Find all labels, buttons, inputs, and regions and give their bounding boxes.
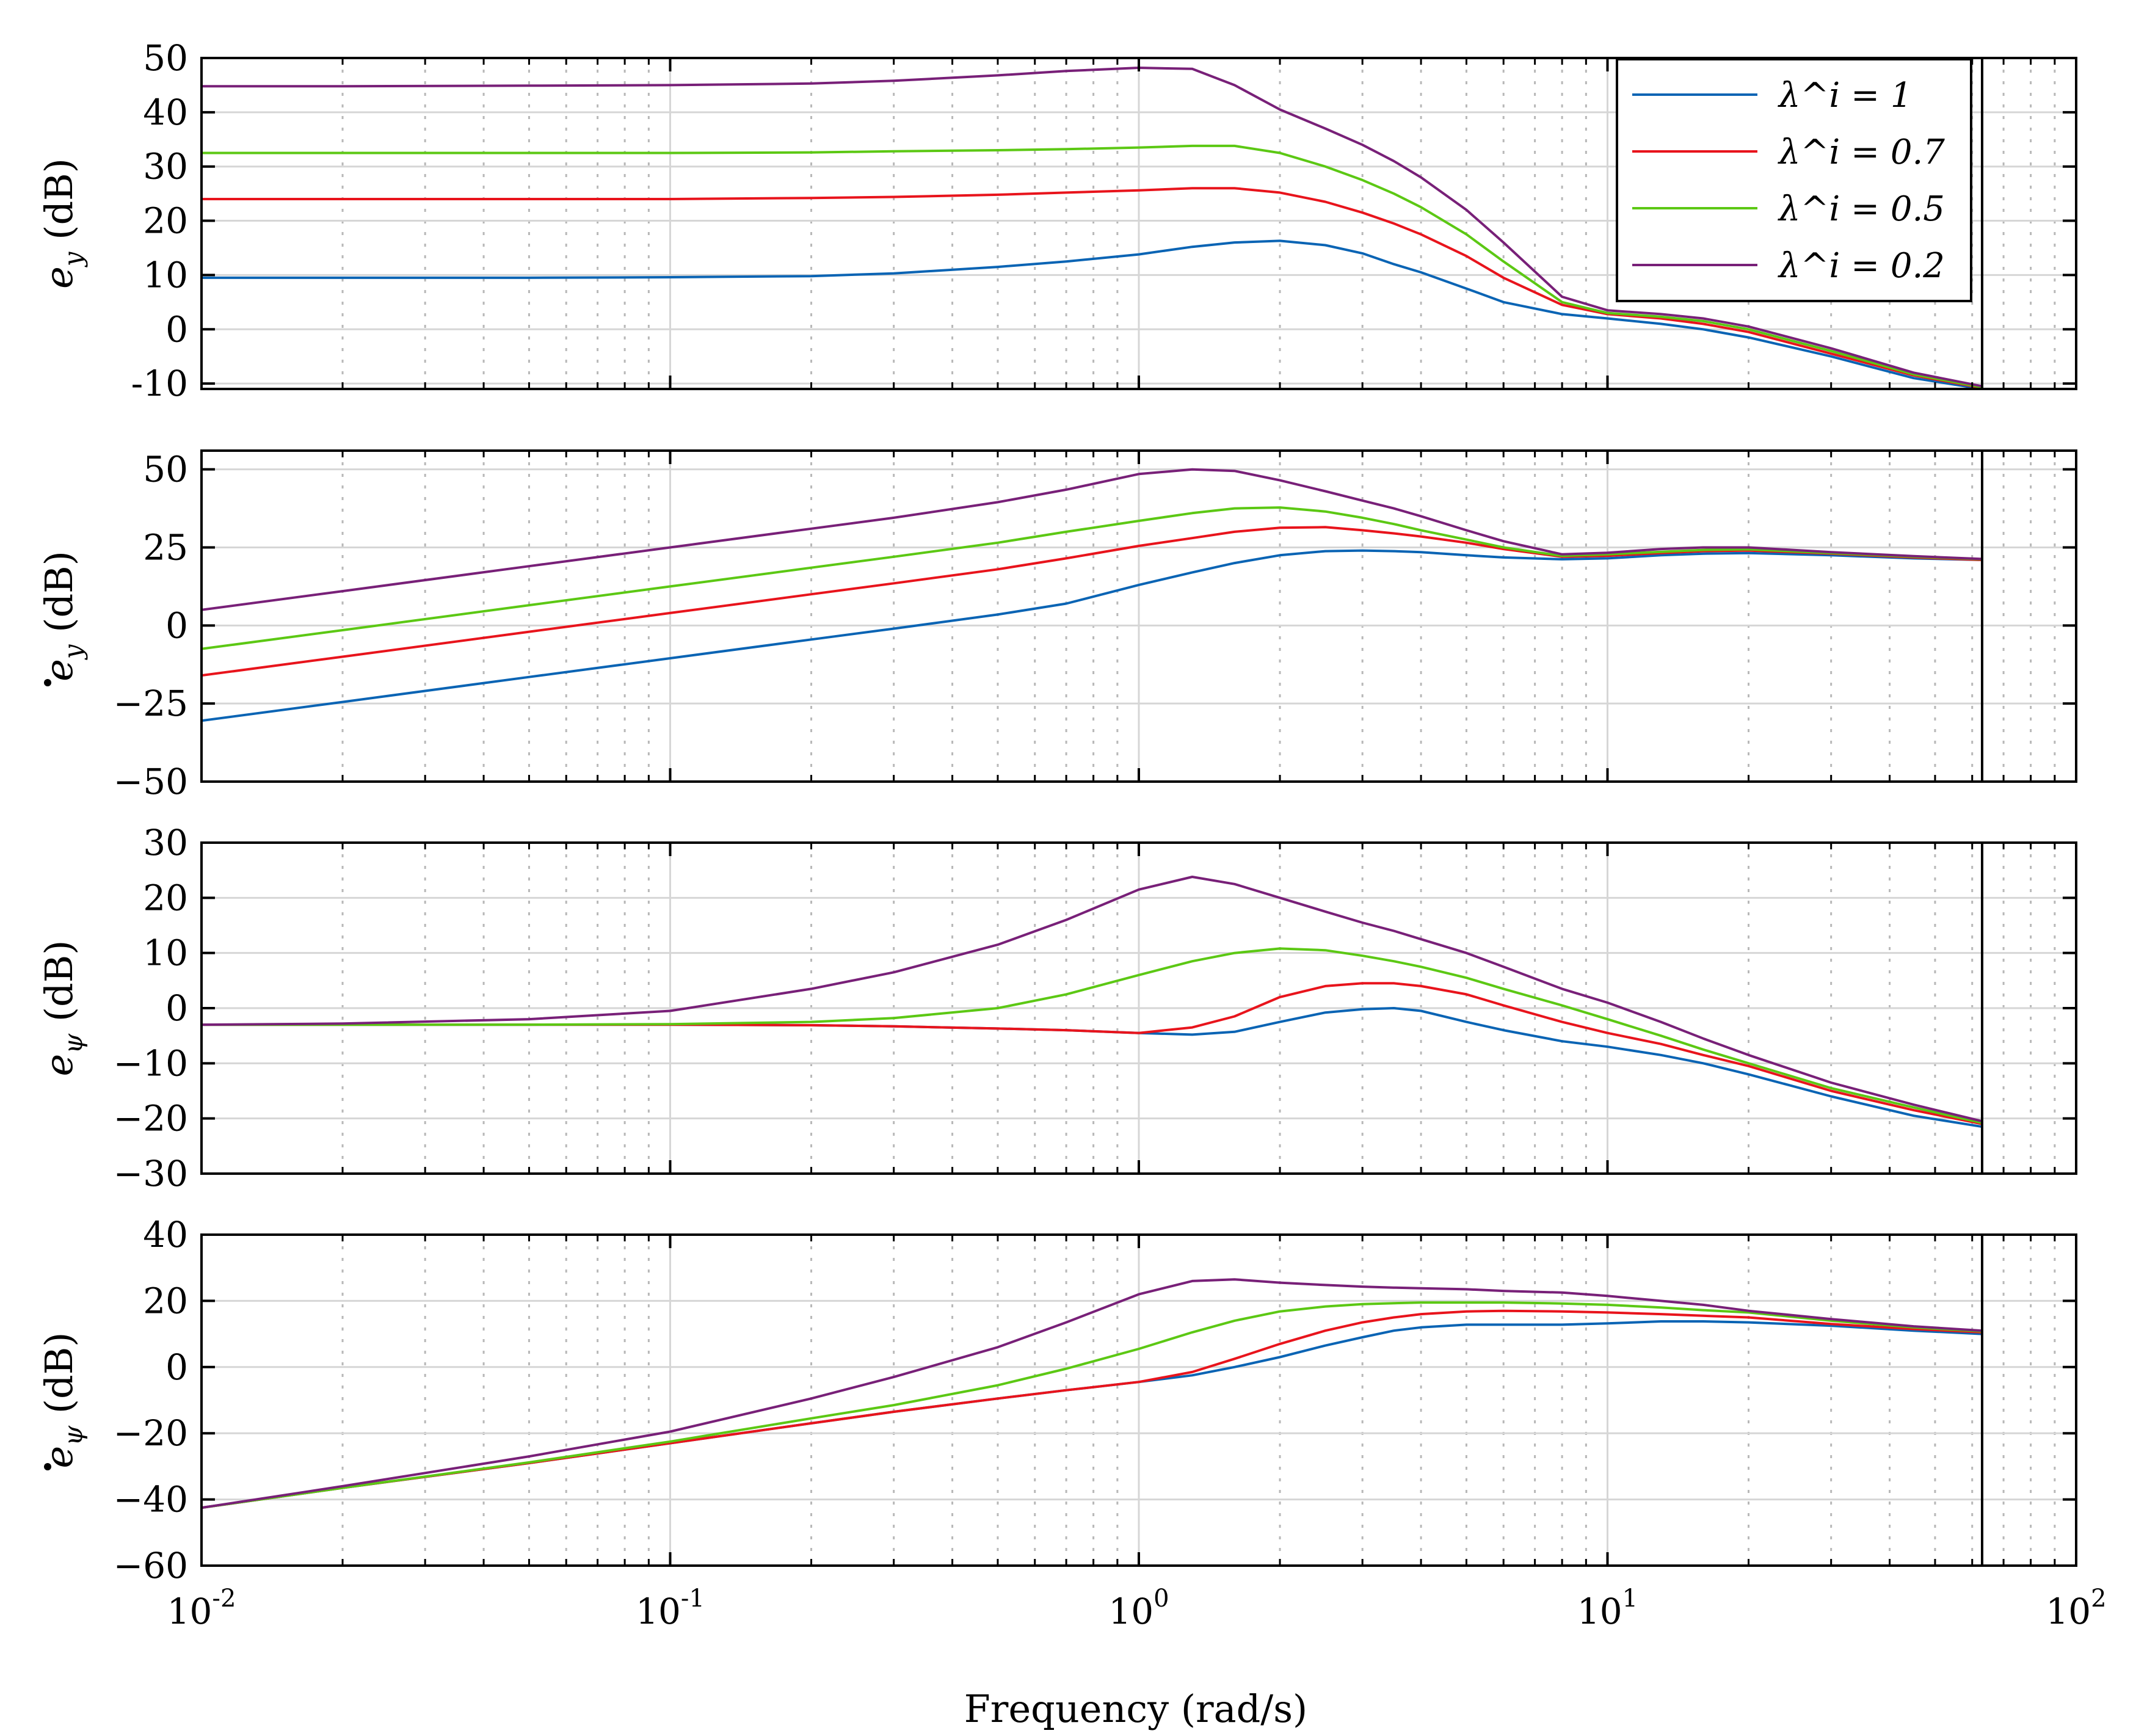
series-line: [202, 982, 1983, 1125]
y-tick-label: 40: [143, 92, 188, 133]
panel-2: −50 −25 0 25 50 ey (dB): [37, 449, 2077, 802]
y-tick-label: 10: [143, 254, 188, 296]
derivative-dot: [44, 679, 51, 686]
legend-label: λ^i = 0.2: [1778, 246, 1945, 286]
series-group: [202, 1278, 1983, 1509]
series-line: [202, 187, 1983, 389]
y-tick-label: −10: [114, 1042, 188, 1084]
legend-label: λ^i = 1: [1778, 76, 1912, 115]
panel-3: −30 −20 −10 0 10 20 30 eψ (dB): [37, 822, 2077, 1194]
y-tick-label: −30: [114, 1153, 188, 1194]
y-axis-label: ey (dB): [37, 551, 88, 681]
series-line: [202, 876, 1983, 1123]
y-tick-label: −20: [114, 1412, 188, 1454]
series-group: [202, 67, 1983, 389]
x-tick-label: 10-1: [636, 1585, 705, 1632]
y-tick-label: −60: [114, 1545, 188, 1586]
series-line: [202, 67, 1983, 388]
derivative-dot: [44, 1463, 51, 1470]
x-tick-label: 102: [2046, 1585, 2106, 1632]
y-tick-label: −50: [114, 761, 188, 802]
series-line: [202, 1309, 1983, 1509]
y-tick-label: 40: [143, 1214, 188, 1255]
y-axis-label: ey (dB): [37, 158, 88, 289]
legend-label: λ^i = 0.7: [1778, 133, 1945, 172]
panel-4: −60 −40 −20 0 20 40 eψ (dB) 10-2 10-1 100 101 102: [37, 1214, 2107, 1632]
y-tick-label: −40: [114, 1479, 188, 1520]
x-tick-label: 10-2: [167, 1585, 236, 1632]
y-tick-label: −25: [114, 683, 188, 724]
y-tick-label: 10: [143, 932, 188, 974]
series-group: [202, 468, 1983, 722]
series-line: [202, 947, 1983, 1124]
y-tick-label: 50: [143, 449, 188, 490]
y-tick-label: 0: [165, 1346, 188, 1388]
series-line: [202, 1301, 1983, 1509]
y-tick-label: 30: [143, 822, 188, 863]
y-tick-label: 20: [143, 1280, 188, 1321]
y-tick-label: 25: [143, 527, 188, 568]
x-axis-label: Frequency (rad/s): [964, 1687, 1307, 1731]
series-line: [202, 549, 1983, 722]
x-tick-label: 101: [1577, 1585, 1638, 1632]
legend: λ^i = 1 λ^i = 0.7 λ^i = 0.5 λ^i = 0.2: [1616, 58, 1972, 302]
y-tick-label: 30: [143, 146, 188, 187]
series-line: [202, 468, 1983, 611]
y-tick-label: 0: [165, 308, 188, 350]
y-axis-label: eψ (dB): [37, 940, 88, 1077]
series-line: [202, 506, 1983, 650]
y-tick-label: 0: [165, 605, 188, 646]
y-tick-label: 50: [143, 37, 188, 79]
series-line: [202, 144, 1983, 389]
y-tick-label: −20: [114, 1098, 188, 1139]
y-tick-label: 20: [143, 200, 188, 242]
series-line: [202, 1278, 1983, 1509]
y-tick-label: -10: [131, 363, 188, 404]
y-tick-label: 20: [143, 877, 188, 918]
legend-box: [1616, 58, 1972, 302]
series-group: [202, 876, 1983, 1128]
x-tick-label: 100: [1108, 1585, 1169, 1632]
series-line: [202, 239, 1983, 389]
y-axis-label: eψ (dB): [37, 1332, 88, 1469]
y-tick-label: 0: [165, 987, 188, 1029]
legend-label: λ^i = 0.5: [1778, 189, 1945, 229]
